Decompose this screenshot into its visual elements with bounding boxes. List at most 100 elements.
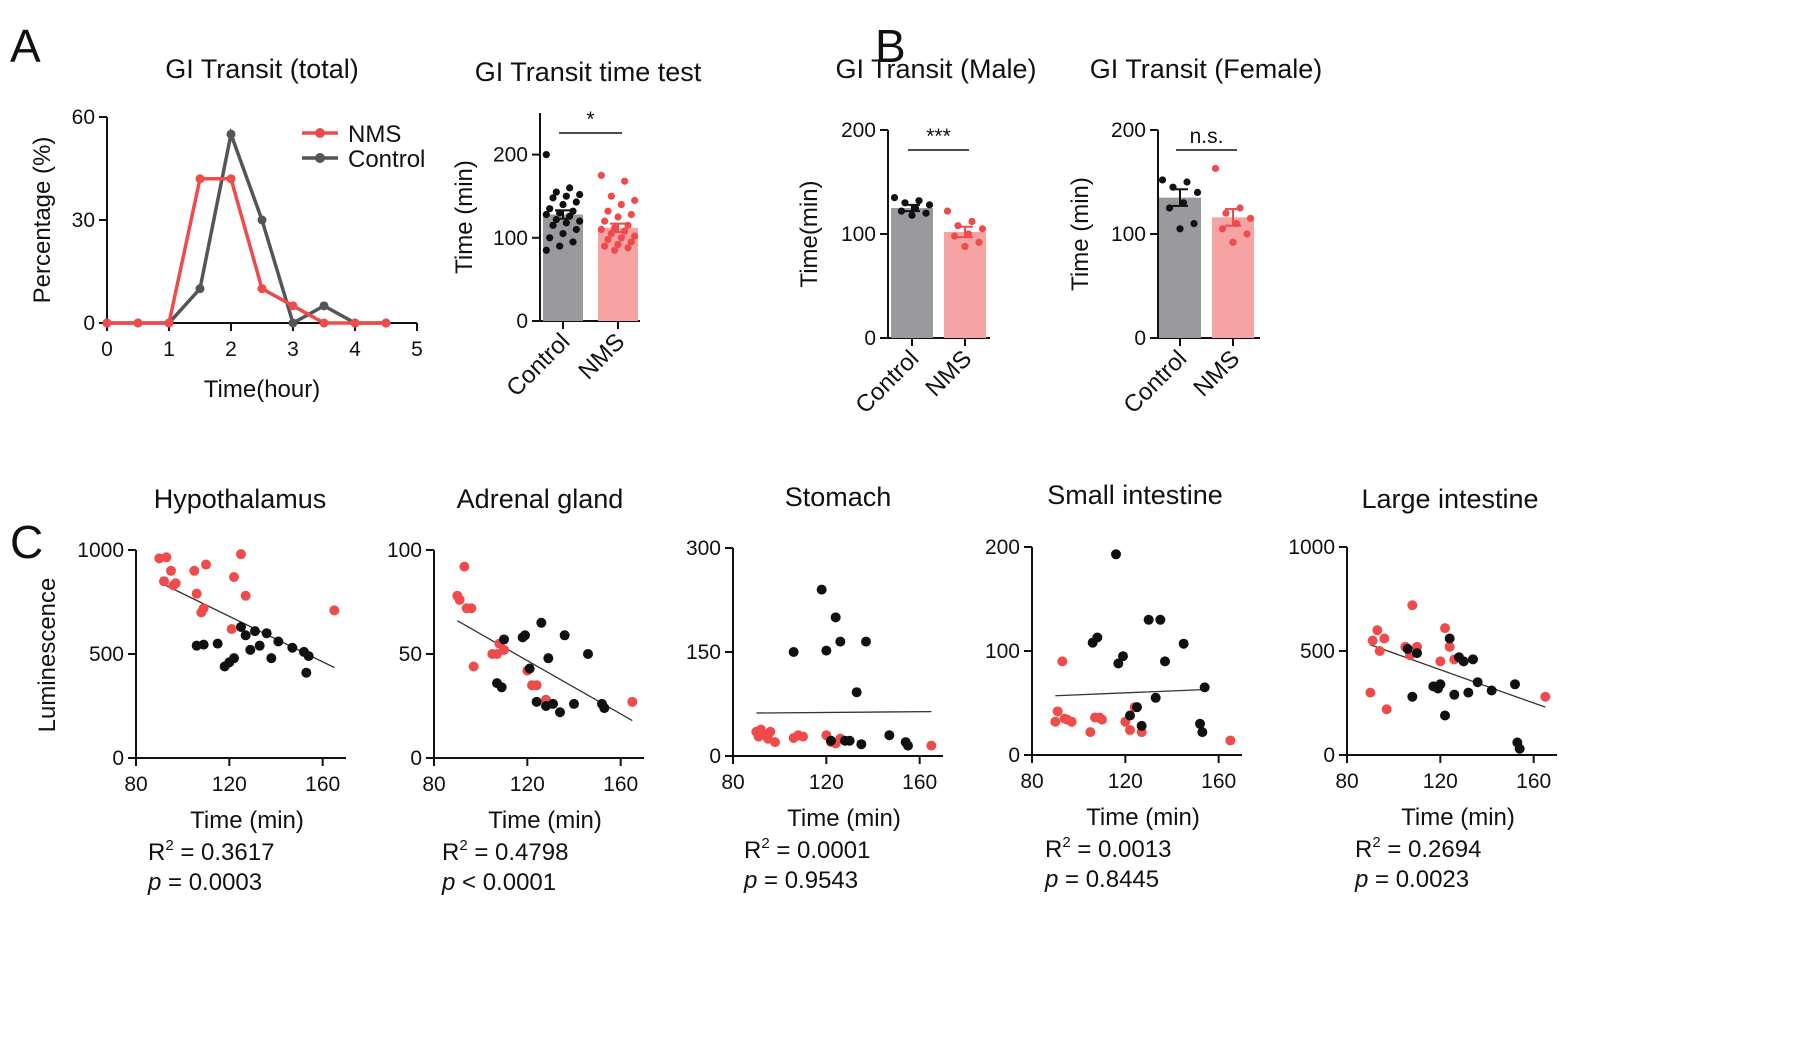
legend-label-control: Control bbox=[348, 146, 425, 173]
data-point bbox=[1158, 176, 1167, 184]
data-point-nms bbox=[1097, 714, 1107, 725]
data-point bbox=[350, 318, 360, 328]
data-point-nms bbox=[1066, 716, 1077, 727]
x-tick-label: 160 bbox=[902, 771, 937, 794]
panel-letter-c: C bbox=[10, 516, 43, 568]
data-point-nms bbox=[459, 561, 470, 572]
x-axis-title: Time(hour) bbox=[204, 376, 320, 403]
data-point-nms bbox=[198, 603, 209, 614]
data-point-nms bbox=[1052, 706, 1063, 717]
data-point-control bbox=[250, 626, 260, 637]
data-point-nms bbox=[159, 576, 169, 587]
legend-marker bbox=[315, 153, 325, 163]
data-point bbox=[975, 238, 983, 246]
category-label-control: Control bbox=[501, 328, 575, 402]
data-point bbox=[908, 211, 916, 219]
y-axis-title: Time (min) bbox=[1067, 177, 1094, 291]
data-point bbox=[1211, 164, 1220, 173]
data-point bbox=[611, 246, 619, 254]
data-point-control bbox=[198, 639, 209, 650]
y-tick-label: 200 bbox=[493, 144, 528, 167]
r-exponent: 2 bbox=[1372, 834, 1380, 851]
data-point bbox=[1193, 188, 1202, 196]
data-point bbox=[562, 192, 570, 200]
data-point bbox=[925, 201, 934, 209]
y-axis-title: Percentage (%) bbox=[29, 137, 56, 304]
data-point-control bbox=[826, 735, 836, 746]
data-point bbox=[1236, 204, 1244, 212]
p-label: p bbox=[1044, 866, 1058, 893]
data-point-control bbox=[1118, 651, 1128, 662]
data-point-control bbox=[1449, 689, 1460, 700]
y-tick-label: 0 bbox=[864, 327, 876, 350]
data-point-control bbox=[1435, 679, 1446, 690]
chart-title: GI Transit (Male) bbox=[835, 54, 1036, 84]
x-tick-label: 80 bbox=[721, 771, 744, 794]
x-tick-label: 160 bbox=[603, 773, 638, 796]
data-point-control bbox=[1150, 692, 1161, 703]
data-point bbox=[569, 238, 577, 246]
data-point bbox=[1229, 238, 1237, 246]
data-point-control bbox=[816, 584, 827, 595]
data-point bbox=[562, 219, 570, 227]
data-point-control bbox=[884, 730, 895, 741]
p-label: p bbox=[147, 869, 161, 896]
data-point-control bbox=[1472, 677, 1483, 688]
p-label: p bbox=[441, 869, 455, 896]
data-point-nms bbox=[531, 680, 542, 691]
r-label: R bbox=[442, 839, 459, 866]
data-point-control bbox=[1510, 679, 1520, 690]
data-point bbox=[1243, 230, 1251, 238]
y-tick-label: 50 bbox=[399, 643, 422, 666]
r-exponent: 2 bbox=[165, 837, 173, 854]
data-point bbox=[288, 301, 298, 311]
y-tick-label: 30 bbox=[72, 209, 95, 232]
data-point-nms bbox=[765, 726, 776, 737]
x-axis-title: Time (min) bbox=[488, 807, 602, 834]
data-point bbox=[897, 207, 906, 215]
data-point bbox=[631, 196, 639, 204]
data-point-nms bbox=[468, 661, 479, 672]
chart-c-hypothalamus: Hypothalamus 0 500 1000 Luminescence 80 120 160… bbox=[34, 484, 346, 896]
data-point-control bbox=[835, 636, 846, 647]
x-axis-title: Time (min) bbox=[787, 805, 901, 832]
data-point-nms bbox=[1085, 727, 1096, 738]
data-point-control bbox=[1486, 685, 1497, 696]
data-point-control bbox=[1514, 743, 1525, 754]
data-point-control bbox=[240, 630, 251, 641]
y-axis-title: Time (min) bbox=[451, 160, 478, 274]
x-tick-label: 80 bbox=[124, 773, 147, 796]
data-point-control bbox=[856, 739, 867, 750]
data-point-control bbox=[1402, 643, 1413, 654]
data-point bbox=[102, 318, 112, 328]
data-point bbox=[556, 242, 564, 250]
x-tick-label: 120 bbox=[809, 771, 844, 794]
data-point bbox=[1176, 225, 1184, 233]
y-tick-label: 300 bbox=[686, 537, 721, 560]
data-point bbox=[552, 188, 560, 196]
data-point bbox=[257, 215, 267, 225]
y-tick-label: 100 bbox=[985, 640, 1020, 663]
data-point bbox=[604, 207, 612, 215]
r-value: = 0.4798 bbox=[468, 839, 569, 866]
data-point-nms bbox=[926, 740, 937, 751]
data-point-control bbox=[1199, 682, 1210, 693]
y-tick-label: 0 bbox=[410, 747, 422, 770]
p-value-text: p < 0.0001 bbox=[441, 869, 556, 896]
data-point-control bbox=[1113, 658, 1124, 669]
x-tick-label: 1 bbox=[163, 338, 175, 361]
x-tick-label: 80 bbox=[1020, 770, 1043, 793]
r-label: R bbox=[1355, 836, 1372, 863]
x-tick-label: 120 bbox=[510, 773, 545, 796]
data-point-nms bbox=[236, 549, 246, 560]
y-tick-label: 100 bbox=[387, 539, 422, 562]
data-point bbox=[195, 284, 205, 294]
data-point-control bbox=[1132, 702, 1142, 713]
data-point-control bbox=[1160, 656, 1170, 667]
category-label-nms: NMS bbox=[920, 345, 977, 402]
data-point-nms bbox=[201, 559, 211, 570]
r-value: = 0.0013 bbox=[1071, 836, 1172, 863]
y-tick-label: 500 bbox=[1300, 640, 1335, 663]
